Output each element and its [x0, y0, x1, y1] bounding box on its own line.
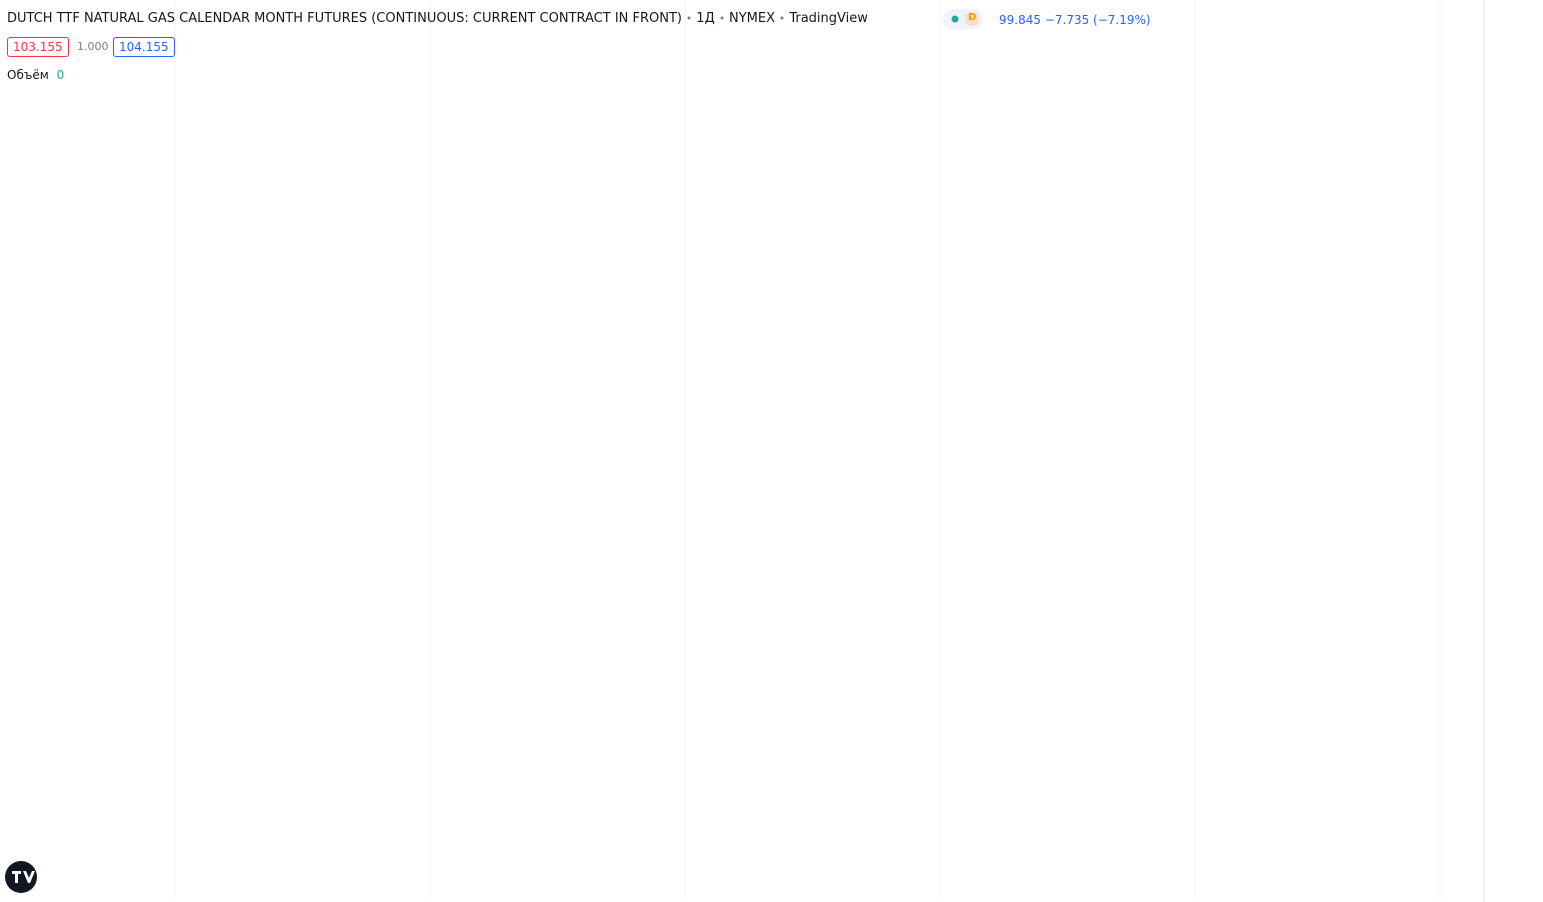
exchange: NYMEX — [729, 11, 776, 26]
volume-last: 0 — [56, 68, 65, 82]
logo — [5, 861, 37, 893]
change: −7.735 (−7.19%) — [1044, 13, 1151, 27]
ask[interactable]: 104.155 — [113, 37, 175, 57]
volume-title: Объём — [7, 68, 49, 82]
interval: 1Д — [696, 11, 715, 26]
last-price: 99.845 — [999, 13, 1041, 27]
symbol-title: DUTCH TTF NATURAL GAS CALENDAR MONTH FUT… — [7, 11, 683, 26]
status-pill[interactable]: D — [943, 9, 983, 29]
volume-legend: Объём 0 — [7, 68, 64, 82]
header: DUTCH TTF NATURAL GAS CALENDAR MONTH FUT… — [7, 11, 868, 26]
source: TradingView — [789, 11, 868, 26]
market-status: D — [968, 12, 977, 23]
quote: 99.845 −7.735 (−7.19%) — [999, 13, 1151, 27]
bid[interactable]: 103.155 — [7, 37, 69, 57]
spread: 1.000 — [77, 40, 109, 53]
time-grid — [174, 0, 1441, 898]
